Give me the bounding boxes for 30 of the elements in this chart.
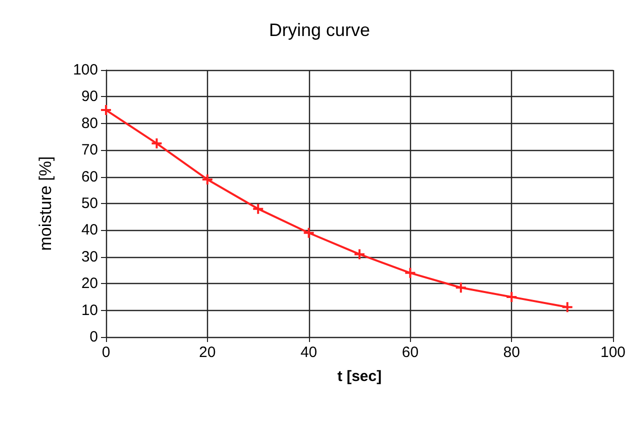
point: [562, 302, 572, 312]
y-tick-label: 90: [81, 88, 98, 106]
x-tick-label: 20: [199, 344, 216, 361]
x-tick-label: 80: [503, 344, 520, 361]
point: [506, 292, 517, 302]
y-axis-title: moisture [%]: [36, 156, 55, 251]
chart-title: Drying curve: [268, 20, 370, 40]
x-tick-label: 40: [300, 344, 318, 361]
y-tick-label: 50: [81, 195, 98, 212]
point: [304, 228, 314, 238]
x-axis-title: t [sec]: [337, 368, 382, 385]
point: [405, 268, 416, 278]
x-tick-label: 60: [402, 344, 419, 361]
point: [253, 204, 264, 214]
y-tick-label: 0: [90, 328, 98, 346]
point: [202, 174, 212, 184]
y-tick-label: 40: [81, 222, 98, 239]
point: [101, 105, 111, 116]
y-tick-label: 10: [81, 302, 98, 319]
y-tick-label: 60: [81, 168, 98, 186]
y-tick-label: 20: [81, 275, 98, 292]
y-tick-label: 30: [81, 248, 98, 266]
y-tick-label: 100: [72, 62, 98, 78]
point: [354, 249, 364, 260]
y-tick-label: 70: [81, 142, 98, 159]
point: [456, 282, 466, 293]
x-tick-label: 0: [102, 344, 110, 361]
y-tick-label: 80: [81, 114, 98, 132]
x-tick-label: 100: [600, 344, 626, 361]
point: [152, 138, 162, 148]
